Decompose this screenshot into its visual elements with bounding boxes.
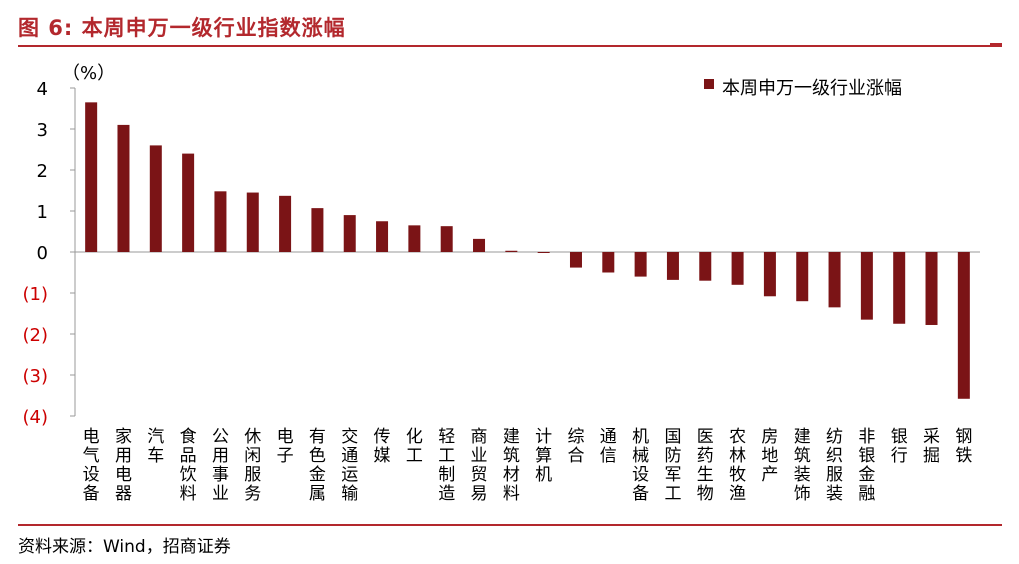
x-tick-label: 电气设备 [83,427,100,504]
bars-group [85,102,970,399]
x-tick-label: 化工 [406,427,423,466]
x-tick-label: 非银金融 [858,427,875,504]
x-tick-label: 休闲服务 [244,427,261,504]
x-tick-label: 通信 [600,427,617,466]
x-tick-label: 有色金属 [309,427,326,504]
bar-轻工制造 [440,226,453,252]
bar-银行 [893,252,906,324]
x-tick-label: 食品饮料 [180,427,197,504]
x-tick-label: 综合 [567,427,584,466]
bar-钢铁 [957,252,970,399]
legend-label: 本周申万一级行业涨幅 [722,78,902,99]
y-tick-label: 4 [37,79,48,100]
x-tick-label: 公用事业 [212,427,229,504]
bar-房地产 [763,252,776,297]
x-tick-label: 家用电器 [115,427,132,504]
title-rule-end [990,43,1002,46]
bar-化工 [408,225,421,252]
y-tick-label: 0 [37,243,48,264]
x-tick-label: 计算机 [535,427,552,485]
bar-休闲服务 [246,192,259,252]
legend: 本周申万一级行业涨幅 [704,78,902,99]
source-note: 资料来源：Wind，招商证券 [18,537,231,557]
bar-综合 [569,252,582,268]
bar-有色金属 [311,208,324,252]
x-tick-label: 银行 [891,427,908,466]
y-axis-ticks: 4 3 2 1 0 (1) (2) (3) (4) [23,79,75,428]
x-tick-label: 纺织服装 [826,427,843,504]
bar-食品饮料 [182,153,195,252]
x-tick-label: 交通运输 [341,427,358,504]
bar-计算机 [537,252,550,253]
bar-医药生物 [699,252,712,281]
x-tick-label: 汽车 [147,427,164,466]
x-tick-label: 电子 [277,427,294,466]
y-tick-label: (2) [23,325,49,346]
y-tick-label: (3) [23,366,49,387]
bar-国防军工 [666,252,679,280]
bar-纺织服装 [828,252,841,308]
legend-swatch [704,79,714,89]
bar-通信 [602,252,615,273]
bar-农林牧渔 [731,252,744,285]
y-tick-label: (4) [23,407,49,428]
y-tick-label: 2 [37,161,48,182]
bar-汽车 [149,145,162,252]
y-axis-unit-label: （%） [62,63,115,84]
x-tick-label: 商业贸易 [471,427,488,504]
category-labels: 电气设备家用电器汽车食品饮料公用事业休闲服务电子有色金属交通运输传媒化工轻工制造… [83,427,973,504]
bar-采掘 [925,252,938,325]
y-tick-label: (1) [23,284,49,305]
bar-chart: （%） 4 3 2 1 0 (1) (2) (3) (4) 电气设备家用电器汽车食品饮料公用事业… [23,63,980,504]
x-tick-label: 钢铁 [955,427,972,466]
bar-电气设备 [85,102,98,252]
bar-机械设备 [634,252,647,277]
figure-title: 图 6: 本周申万一级行业指数涨幅 [18,16,346,40]
x-tick-label: 建筑材料 [503,427,520,504]
bar-电子 [279,195,292,252]
bar-交通运输 [343,215,356,252]
bar-传媒 [376,221,389,252]
x-tick-label: 农林牧渔 [729,427,746,504]
bar-非银金融 [860,252,873,320]
bar-家用电器 [117,124,130,252]
bar-公用事业 [214,191,227,252]
bar-建筑材料 [505,250,518,252]
y-tick-label: 3 [37,120,48,141]
x-tick-label: 国防军工 [664,427,681,504]
y-tick-label: 1 [37,202,48,223]
x-tick-label: 机械设备 [632,427,649,504]
title-rule [18,45,1002,47]
x-tick-label: 医药生物 [697,427,714,504]
x-tick-label: 建筑装饰 [794,427,811,504]
x-tick-label: 传媒 [374,427,391,466]
bar-商业贸易 [473,238,486,252]
x-tick-label: 房地产 [761,427,778,485]
bar-建筑装饰 [796,252,809,302]
x-tick-label: 采掘 [923,427,940,466]
x-tick-label: 轻工制造 [438,427,455,504]
source-rule [18,524,1002,526]
